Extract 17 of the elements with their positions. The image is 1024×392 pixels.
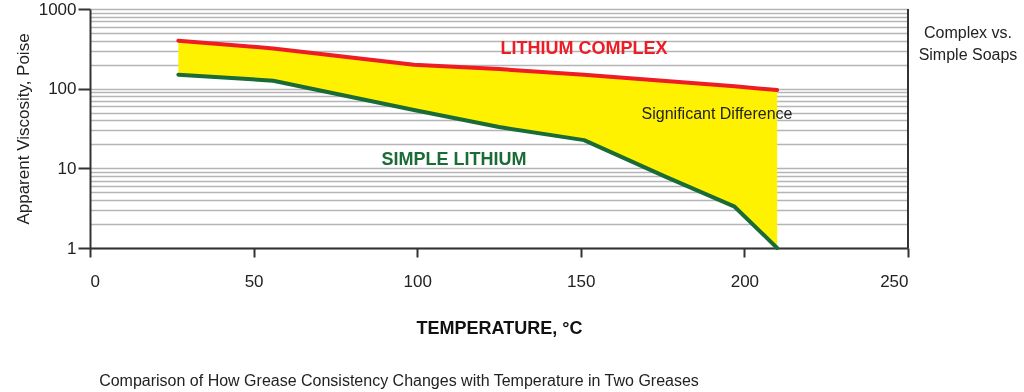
x-axis-title: TEMPERATURE, °C	[416, 317, 583, 338]
series-label: SIMPLE LITHIUM	[381, 148, 527, 169]
text: Complex vs. Simple Soaps	[918, 24, 1018, 63]
x-tick-label: 50	[244, 271, 264, 291]
y-tick-label: 100	[48, 79, 77, 99]
x-tick-label: 100	[403, 271, 432, 291]
y-tick-label: 1000	[38, 0, 77, 19]
series-label: LITHIUM COMPLEX	[500, 37, 668, 58]
x-tick-label: 200	[730, 271, 760, 291]
y-axis-title: Apparent Viscosity, Poise	[13, 33, 33, 225]
x-tick-label: 0	[90, 271, 100, 291]
line-series	[176, 38, 780, 93]
y-tick-label: 10	[57, 158, 77, 178]
x-tick-label: 150	[567, 271, 596, 291]
text: Comparison of How Grease Consistency Changes with Temperature in Two Greases	[99, 372, 699, 389]
x-tick-label: 250	[880, 271, 909, 291]
y-tick-label: 1	[67, 238, 77, 258]
